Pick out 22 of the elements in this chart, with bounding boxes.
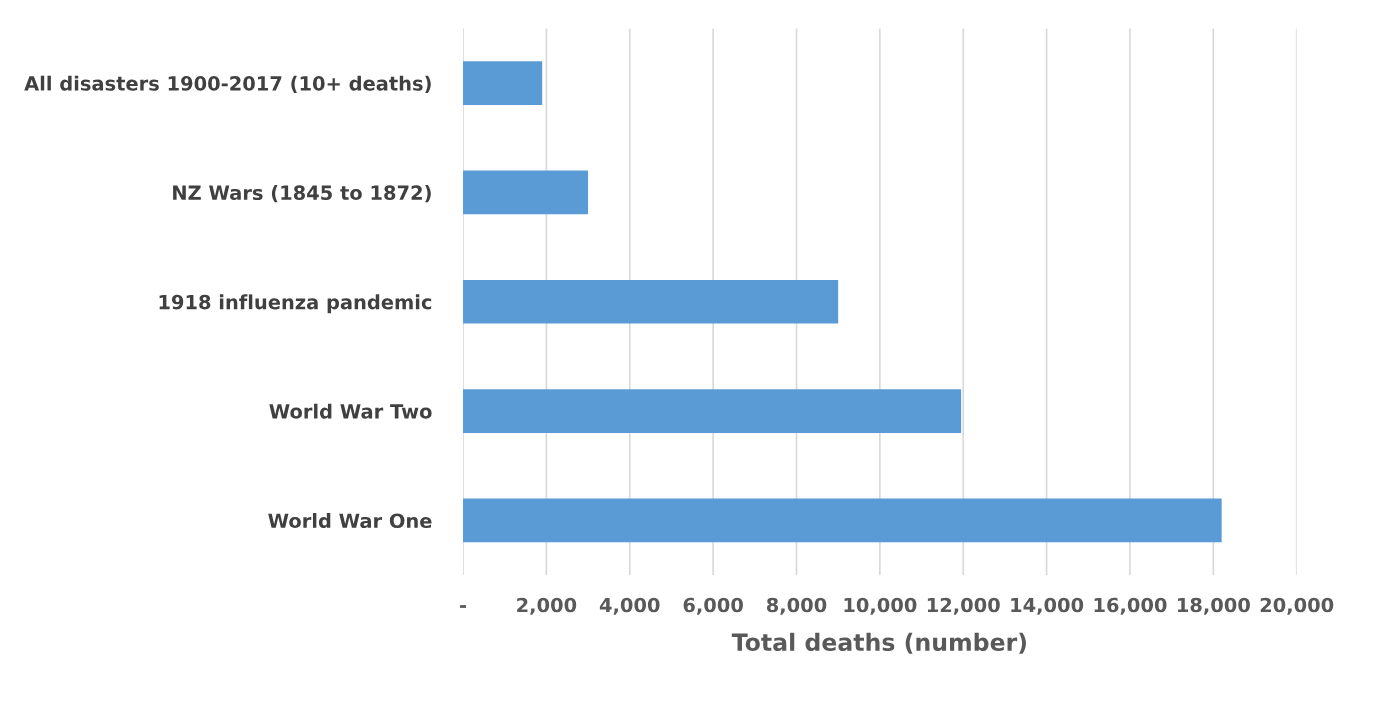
x-axis-title: Total deaths (number) (731, 632, 1026, 654)
y-tick-label: World War One (268, 513, 432, 529)
bar (463, 279, 839, 324)
x-tick-label: 20,000 (1260, 597, 1334, 615)
y-tick-label: NZ Wars (1845 to 1872) (173, 185, 431, 203)
y-tick-label: All disasters 1900-2017 (10+ deaths) (24, 75, 431, 94)
x-tick-label: 12,000 (927, 597, 1000, 615)
x-tick-label: 4,000 (599, 597, 660, 615)
x-tick-label: 6,000 (683, 597, 743, 615)
x-tick-label: 16,000 (1094, 597, 1167, 615)
x-tick-label: 8,000 (766, 597, 827, 615)
x-tick-label: 18,000 (1178, 597, 1250, 615)
x-tick-label: 2,000 (517, 597, 577, 615)
y-tick-label: World War Two (269, 403, 432, 419)
y-tick-label: 1918 influenza pandemic (159, 294, 432, 314)
bar (463, 61, 543, 105)
x-tick-label: 14,000 (1011, 597, 1084, 615)
bar (463, 389, 962, 433)
x-tick-label: - (460, 605, 466, 608)
x-tick-label: 10,000 (844, 597, 917, 615)
bar (463, 498, 1222, 543)
bar (463, 170, 589, 215)
